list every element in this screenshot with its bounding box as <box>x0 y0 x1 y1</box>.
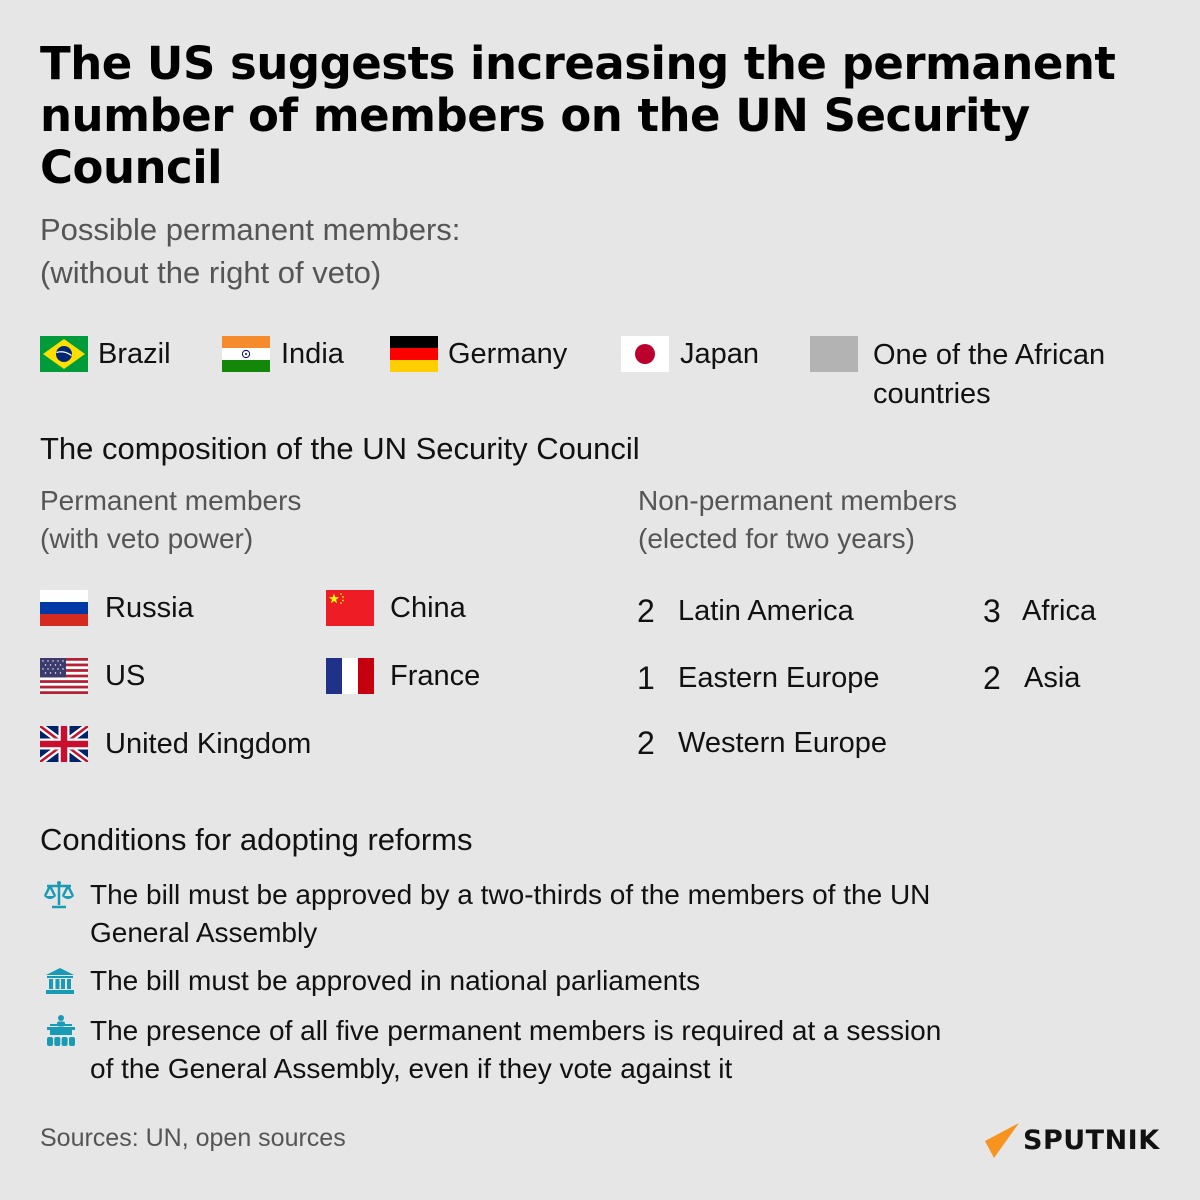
subtitle-line-1: Possible permanent members: <box>40 212 461 247</box>
non-permanent-members-heading: Non-permanent members (elected for two y… <box>638 485 958 554</box>
page-title: The US suggests increasing the permanent… <box>40 37 1116 194</box>
permanent-member-russia: Russia <box>105 592 194 624</box>
region-name: Eastern Europe <box>678 662 880 694</box>
russia-flag-icon <box>40 590 88 626</box>
possible-member-brazil: Brazil <box>98 338 171 370</box>
germany-flag-icon <box>390 336 438 372</box>
condition-item: The presence of all five permanent membe… <box>90 1015 942 1084</box>
scales-icon <box>43 881 75 909</box>
condition-item: The bill must be approved in national pa… <box>90 965 701 996</box>
subtitle-line-2: (without the right of veto) <box>40 255 382 290</box>
china-flag-icon <box>326 590 374 626</box>
india-flag-icon <box>222 336 270 372</box>
us-flag-icon <box>40 658 88 694</box>
condition-item: The bill must be approved by a two-third… <box>90 879 931 948</box>
sputnik-logo: SPUTNIK <box>985 1122 1160 1158</box>
permanent-member-france: France <box>390 660 481 692</box>
region-count: 1 <box>637 660 655 696</box>
permanent-member-uk: United Kingdom <box>105 728 312 760</box>
parliament-icon <box>46 968 74 994</box>
permanent-member-china: China <box>390 592 466 624</box>
region-name: Western Europe <box>678 727 888 759</box>
possible-member-germany: Germany <box>448 338 568 370</box>
possible-member-japan: Japan <box>680 338 760 370</box>
brazil-flag-icon <box>40 336 88 372</box>
conditions-heading: Conditions for adopting reforms <box>40 822 473 857</box>
japan-flag-icon <box>621 336 669 372</box>
region-name: Africa <box>1022 595 1097 627</box>
permanent-member-us: US <box>105 660 146 692</box>
region-count: 3 <box>983 593 1001 629</box>
assembly-session-icon <box>47 1015 75 1046</box>
possible-members-subtitle: Possible permanent members: (without the… <box>40 208 460 294</box>
sputnik-arrow-icon <box>985 1123 1019 1158</box>
region-name: Latin America <box>678 595 854 627</box>
african-country-placeholder-icon <box>810 336 858 372</box>
uk-flag-icon <box>40 726 88 762</box>
possible-member-india: India <box>281 338 344 370</box>
region-name: Asia <box>1024 662 1081 694</box>
region-count: 2 <box>637 593 655 629</box>
sputnik-wordmark: SPUTNIK <box>1023 1124 1160 1156</box>
region-count: 2 <box>983 660 1001 696</box>
composition-heading: The composition of the UN Security Counc… <box>40 431 640 466</box>
permanent-members-heading: Permanent members (with veto power) <box>40 485 302 554</box>
france-flag-icon <box>326 658 374 694</box>
possible-member-african: One of the African countries <box>873 339 1106 410</box>
region-count: 2 <box>637 725 655 761</box>
sources-text: Sources: UN, open sources <box>40 1124 346 1152</box>
